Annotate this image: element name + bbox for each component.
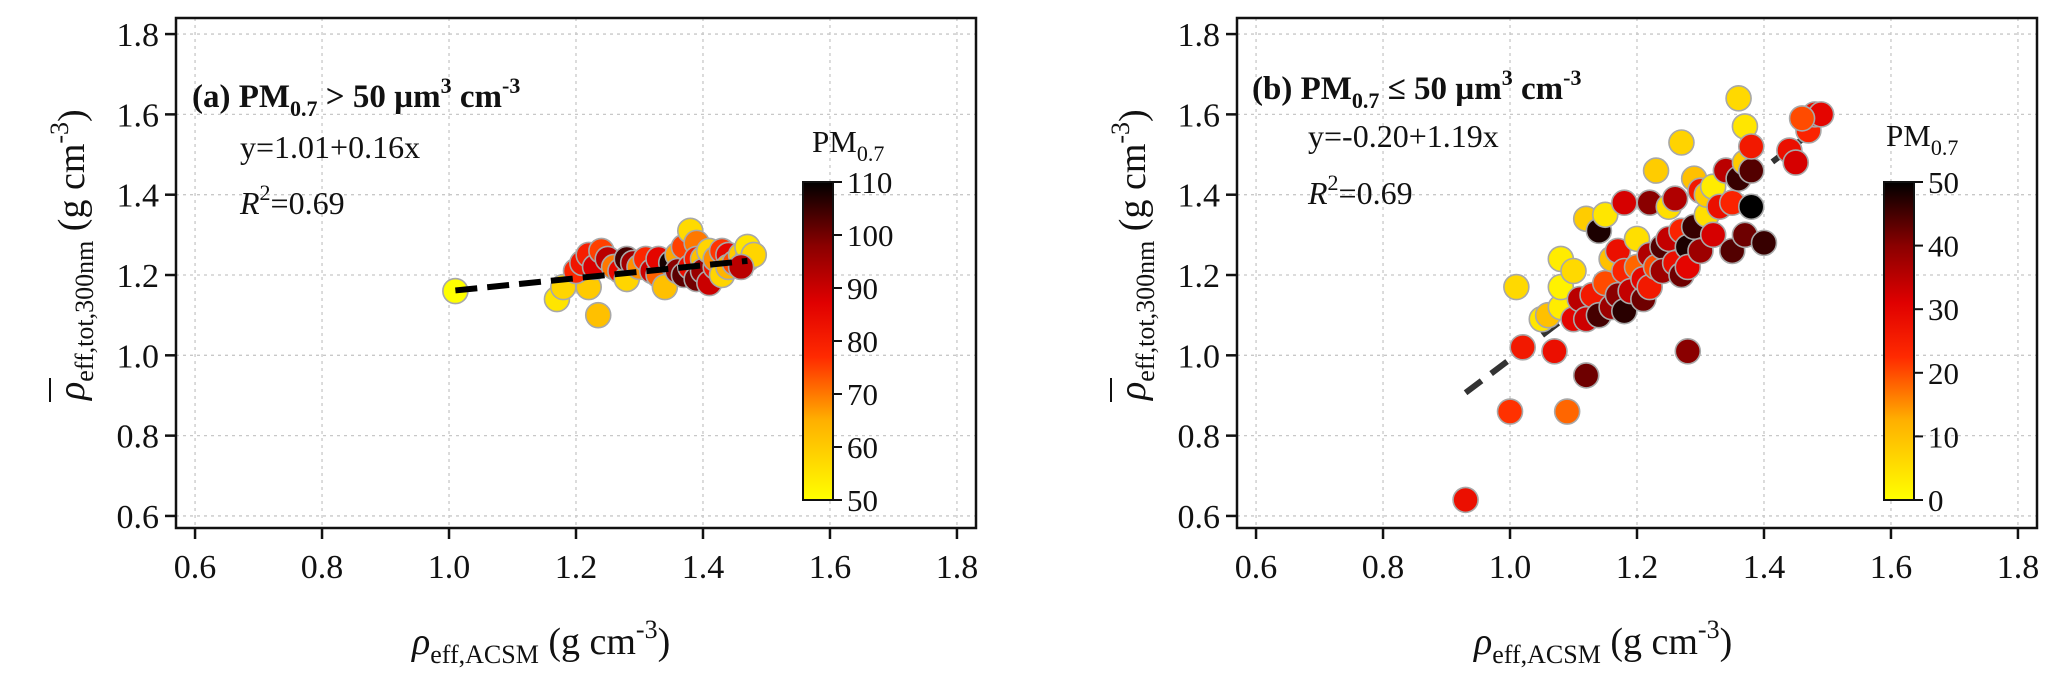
y-tick-label: 0.8 <box>117 419 160 456</box>
colorbar-tick-label: 0 <box>1928 483 1944 518</box>
y-tick-label: 1.6 <box>117 97 160 134</box>
x-tick-label: 0.6 <box>1235 549 1278 586</box>
scatter-point <box>584 301 612 329</box>
fit-r2: R2=0.69 <box>1307 170 1413 211</box>
colorbar-title: PM0.7 <box>812 124 884 166</box>
fit-r2: R2=0.69 <box>239 180 345 221</box>
panel-a: 0.6 0.8 1.0 1.2 1.4 1.6 1.8 0.6 0.8 1.0 1.2 1.4 1.6 1… <box>45 16 979 669</box>
x-tick-label: 1.4 <box>1743 549 1786 586</box>
scatter-point <box>1661 185 1689 213</box>
scatter-point <box>1496 398 1524 425</box>
scatter-point <box>1452 486 1479 514</box>
x-tick-label: 1.2 <box>555 549 598 586</box>
y-tick-label: 0.6 <box>1178 499 1221 536</box>
x-axis-title: ρeff,ACSM (g cm-3) <box>1473 615 1732 669</box>
x-tick-label: 1.6 <box>1870 549 1913 586</box>
y-tick-label: 1.4 <box>1178 178 1221 215</box>
panel-title: (a) PM0.7 > 50 µm3 cm-3 <box>192 73 520 121</box>
scatter-point <box>1737 193 1765 221</box>
x-tick-label: 1.2 <box>1616 549 1659 586</box>
colorbar-tick-label: 30 <box>1928 292 1959 327</box>
fit-line <box>455 257 748 294</box>
scatter-point <box>1560 257 1587 285</box>
panel-b: 0.6 0.8 1.0 1.2 1.4 1.6 1.8 0.6 0.8 1.0 1.2 1.4 1.6 1… <box>1106 16 2040 669</box>
y-tick-label: 1.8 <box>1178 17 1221 54</box>
x-tick-label: 1.8 <box>936 549 979 586</box>
scatter-point <box>1782 149 1810 176</box>
scatter-point <box>1572 362 1600 389</box>
colorbar-tick-label: 70 <box>847 377 878 412</box>
colorbar-gradient <box>1883 181 1915 501</box>
fit-equation: y=1.01+0.16x <box>240 129 420 165</box>
scatter-point <box>1509 333 1537 361</box>
y-tick-label: 1.6 <box>1178 97 1221 134</box>
x-tick-label: 0.6 <box>174 549 217 586</box>
colorbar-tick-label: 20 <box>1928 356 1959 391</box>
colorbar: 50 60 70 80 90 100 110 <box>802 165 894 518</box>
scatter-point <box>1541 338 1568 365</box>
y-tick-label: 1.8 <box>117 17 160 54</box>
colorbar-tick-label: 90 <box>847 271 878 306</box>
y-tick-label: 0.8 <box>1178 419 1221 456</box>
colorbar-gradient <box>802 181 834 501</box>
scatter-point <box>1699 221 1727 249</box>
axis-ticks: 0.6 0.8 1.0 1.2 1.4 1.6 1.8 0.6 0.8 1.0 1.2 1.4 1.6 1… <box>117 17 979 586</box>
y-axis-title: ρeff,tot,300nm (g cm-3) <box>45 109 99 401</box>
scatter-points <box>1452 85 1835 514</box>
scatter-point <box>1642 157 1670 184</box>
y-tick-label: 1.2 <box>117 258 160 295</box>
y-tick-label: 1.2 <box>1178 258 1221 295</box>
y-tick-label: 1.0 <box>117 338 160 375</box>
y-tick-label: 0.6 <box>117 499 160 536</box>
colorbar-tick-label: 50 <box>1928 165 1959 200</box>
y-tick-label: 1.4 <box>117 178 160 215</box>
colorbar-tick-label: 100 <box>847 218 894 253</box>
x-tick-label: 1.0 <box>1489 549 1532 586</box>
panel-title: (b) PM0.7 ≤ 50 µm3 cm-3 <box>1252 65 1581 113</box>
y-tick-label: 1.0 <box>1178 338 1221 375</box>
axis-ticks: 0.6 0.8 1.0 1.2 1.4 1.6 1.8 0.6 0.8 1.0 1.2 1.4 1.6 1… <box>1178 17 2040 586</box>
scatter-point <box>1737 157 1765 184</box>
scatter-point <box>1591 201 1619 229</box>
colorbar-tick-label: 80 <box>847 324 878 359</box>
scatter-point <box>727 253 755 281</box>
scatter-point <box>1553 398 1581 425</box>
scatter-point <box>1611 189 1638 217</box>
gridlines <box>1237 18 2037 528</box>
scatter-point <box>1788 105 1816 132</box>
x-tick-label: 1.0 <box>428 549 471 586</box>
x-tick-label: 0.8 <box>1362 549 1405 586</box>
colorbar-tick-label: 110 <box>847 165 892 200</box>
x-tick-label: 0.8 <box>301 549 344 586</box>
x-tick-label: 1.8 <box>1997 549 2040 586</box>
scatter-point <box>1668 129 1695 156</box>
scatter-points <box>442 217 768 329</box>
x-tick-label: 1.6 <box>809 549 852 586</box>
scatter-point <box>1750 229 1778 257</box>
x-tick-label: 1.4 <box>682 549 725 586</box>
colorbar: 0 10 20 30 40 50 <box>1883 165 1959 518</box>
regression-line <box>455 257 748 294</box>
colorbar-title: PM0.7 <box>1886 118 1958 160</box>
scatter-point <box>1725 85 1752 112</box>
colorbar-tick-label: 60 <box>847 430 878 465</box>
x-axis-title: ρeff,ACSM (g cm-3) <box>411 615 670 669</box>
scatter-point <box>1737 133 1765 160</box>
colorbar-tick-label: 40 <box>1928 229 1959 264</box>
colorbar-tick-label: 50 <box>847 483 878 518</box>
fit-equation: y=-0.20+1.19x <box>1308 118 1499 154</box>
y-axis-title: ρeff,tot,300nm (g cm-3) <box>1106 109 1160 401</box>
scatter-point <box>1674 338 1702 365</box>
scatter-point <box>1503 273 1530 301</box>
colorbar-tick-label: 10 <box>1928 419 1959 454</box>
